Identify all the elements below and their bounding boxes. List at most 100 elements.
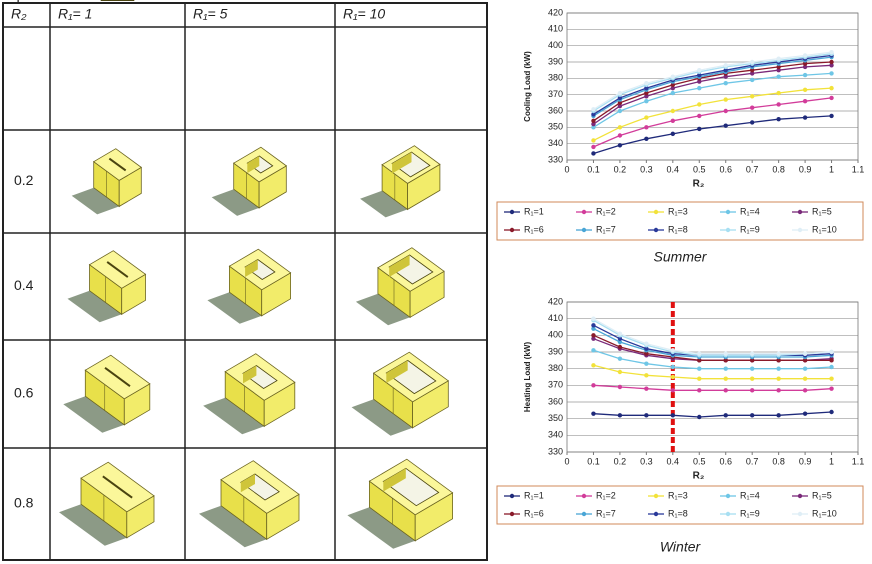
data-point bbox=[591, 411, 595, 415]
data-point bbox=[618, 345, 622, 349]
legend-label: R₁=2 bbox=[596, 206, 616, 216]
y-tick-label: 350 bbox=[548, 413, 563, 423]
legend-label: R₁=1 bbox=[524, 490, 544, 500]
y-tick-label: 340 bbox=[548, 430, 563, 440]
legend-marker bbox=[510, 512, 514, 516]
data-point bbox=[750, 60, 754, 64]
legend-marker bbox=[798, 210, 802, 214]
y-tick-label: 400 bbox=[548, 40, 563, 50]
x-tick-label: 0.9 bbox=[799, 456, 812, 466]
data-point bbox=[618, 356, 622, 360]
y-tick-label: 370 bbox=[548, 380, 563, 390]
data-point bbox=[776, 117, 780, 121]
row-label: 1 bbox=[14, 0, 22, 7]
x-tick-label: 0.4 bbox=[667, 164, 680, 174]
x-tick-label: 0.3 bbox=[640, 456, 653, 466]
table-header: R₁= 1 bbox=[58, 6, 92, 22]
legend-label: R₁=5 bbox=[812, 490, 832, 500]
y-tick-label: 360 bbox=[548, 105, 563, 115]
data-point bbox=[697, 415, 701, 419]
data-point bbox=[671, 75, 675, 79]
legend-marker bbox=[510, 210, 514, 214]
x-tick-label: 1.1 bbox=[852, 456, 865, 466]
data-point bbox=[697, 102, 701, 106]
data-point bbox=[618, 133, 622, 137]
data-point bbox=[776, 366, 780, 370]
data-point bbox=[750, 106, 754, 110]
data-point bbox=[618, 125, 622, 129]
data-point bbox=[829, 358, 833, 362]
data-point bbox=[671, 413, 675, 417]
y-tick-label: 380 bbox=[548, 363, 563, 373]
legend-label: R₁=5 bbox=[812, 206, 832, 216]
legend-marker bbox=[654, 228, 658, 232]
data-point bbox=[697, 366, 701, 370]
data-point bbox=[591, 151, 595, 155]
data-point bbox=[591, 138, 595, 142]
x-tick-label: 0.7 bbox=[746, 164, 759, 174]
x-tick-label: 0 bbox=[564, 164, 569, 174]
legend-marker bbox=[798, 512, 802, 516]
data-point bbox=[724, 97, 728, 101]
legend-label: R₁=6 bbox=[524, 508, 544, 518]
data-point bbox=[750, 388, 754, 392]
x-tick-label: 0.6 bbox=[719, 164, 732, 174]
data-point bbox=[644, 413, 648, 417]
data-point bbox=[724, 351, 728, 355]
data-point bbox=[724, 388, 728, 392]
data-point bbox=[671, 91, 675, 95]
x-tick-label: 0.4 bbox=[667, 456, 680, 466]
y-tick-label: 370 bbox=[548, 89, 563, 99]
series-line bbox=[594, 73, 832, 127]
plot-frame bbox=[567, 13, 858, 160]
data-point bbox=[750, 94, 754, 98]
data-point bbox=[724, 124, 728, 128]
data-point bbox=[803, 411, 807, 415]
data-point bbox=[724, 63, 728, 67]
x-tick-label: 1.1 bbox=[852, 164, 865, 174]
data-point bbox=[697, 351, 701, 355]
x-tick-label: 0.5 bbox=[693, 456, 706, 466]
data-point bbox=[591, 107, 595, 111]
table-header: R₂ bbox=[11, 6, 27, 22]
data-point bbox=[776, 57, 780, 61]
page: R₂R₁= 1R₁= 5R₁= 100.20.40.60.81330340350… bbox=[0, 0, 872, 564]
data-point bbox=[644, 373, 648, 377]
data-point bbox=[803, 366, 807, 370]
legend-marker bbox=[510, 494, 514, 498]
data-point bbox=[803, 351, 807, 355]
data-point bbox=[591, 316, 595, 320]
data-point bbox=[829, 410, 833, 414]
y-tick-label: 390 bbox=[548, 56, 563, 66]
data-point bbox=[618, 91, 622, 95]
data-point bbox=[618, 143, 622, 147]
legend-marker bbox=[798, 494, 802, 498]
chart-caption: Winter bbox=[660, 539, 702, 555]
data-point bbox=[724, 81, 728, 85]
y-axis-title: Cooling Load (kW) bbox=[523, 51, 532, 122]
legend-marker bbox=[582, 210, 586, 214]
y-tick-label: 360 bbox=[548, 396, 563, 406]
data-point bbox=[644, 341, 648, 345]
x-tick-label: 1 bbox=[829, 164, 834, 174]
data-point bbox=[750, 351, 754, 355]
legend-label: R₁=3 bbox=[668, 490, 688, 500]
x-tick-label: 0.2 bbox=[614, 164, 627, 174]
data-point bbox=[644, 386, 648, 390]
legend-marker bbox=[510, 228, 514, 232]
legend-label: R₁=10 bbox=[812, 508, 837, 518]
data-point bbox=[829, 350, 833, 354]
row-label: 0.4 bbox=[14, 277, 34, 293]
y-tick-label: 390 bbox=[548, 346, 563, 356]
x-tick-label: 0.8 bbox=[772, 164, 785, 174]
data-point bbox=[644, 115, 648, 119]
data-point bbox=[803, 376, 807, 380]
y-tick-label: 410 bbox=[548, 24, 563, 34]
data-point bbox=[697, 376, 701, 380]
x-tick-label: 0.2 bbox=[614, 456, 627, 466]
legend-marker bbox=[654, 210, 658, 214]
data-point bbox=[776, 388, 780, 392]
data-point bbox=[829, 71, 833, 75]
y-tick-label: 380 bbox=[548, 73, 563, 83]
data-point bbox=[591, 145, 595, 149]
